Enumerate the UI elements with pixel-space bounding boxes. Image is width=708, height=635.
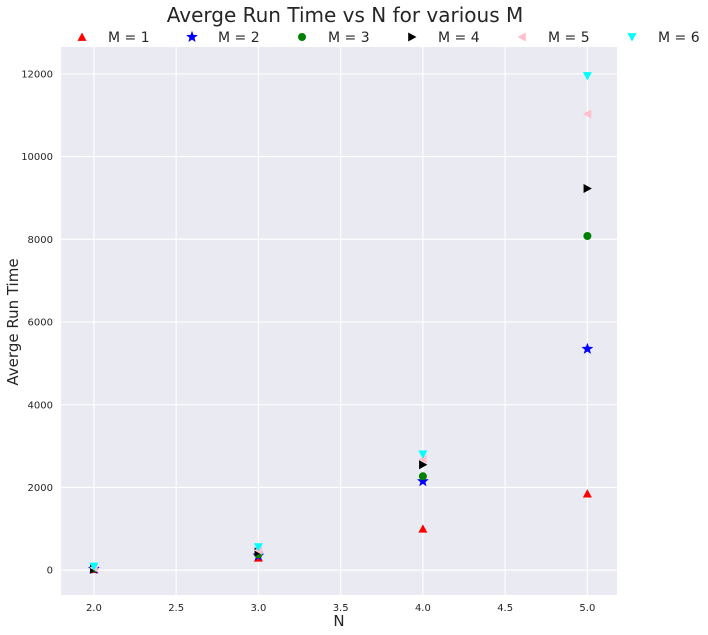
data-point (419, 460, 428, 470)
chart-title: Averge Run Time vs N for various M (167, 3, 524, 27)
x-tick-label: 3.5 (333, 603, 349, 614)
data-point (89, 562, 99, 571)
legend-item-m-4: M = 4 (408, 30, 480, 46)
y-tick-label: 12000 (21, 69, 53, 80)
legend-item-m-3: M = 3 (298, 30, 370, 46)
legend-marker (517, 32, 526, 42)
data-point (418, 454, 427, 464)
y-tick-label: 4000 (28, 400, 53, 411)
legend-marker (627, 33, 637, 42)
data-points (88, 72, 594, 574)
legend-label: M = 6 (658, 30, 700, 46)
y-tick-label: 8000 (28, 235, 53, 246)
legend-item-m-6: M = 6 (627, 30, 700, 46)
data-point (418, 450, 428, 459)
data-point (581, 342, 594, 354)
legend-item-m-5: M = 5 (517, 30, 590, 46)
legend-marker (408, 32, 417, 42)
x-tick-label: 5.0 (579, 603, 595, 614)
x-tick-label: 2.0 (86, 603, 102, 614)
data-point (583, 232, 592, 241)
y-tick-label: 6000 (28, 318, 53, 329)
y-axis-label: Averge Run Time (4, 258, 22, 385)
data-point (418, 472, 427, 481)
x-tick-label: 2.5 (168, 603, 184, 614)
data-point (582, 109, 592, 119)
x-tick-label: 4.0 (415, 603, 431, 614)
x-axis-label: N (333, 612, 344, 630)
legend-label: M = 3 (328, 30, 370, 46)
legend-item-m-1: M = 1 (77, 30, 150, 46)
x-tick-label: 3.0 (250, 603, 266, 614)
legend-label: M = 1 (108, 30, 150, 46)
grid-lines (61, 47, 617, 595)
legend-marker (77, 32, 87, 41)
legend-label: M = 2 (218, 30, 260, 46)
y-tick-label: 0 (47, 566, 53, 577)
legend-marker (186, 30, 198, 42)
y-tick-label: 10000 (21, 152, 53, 163)
plot-background (61, 47, 617, 595)
data-point (582, 72, 592, 81)
x-tick-label: 4.5 (497, 603, 513, 614)
data-point (418, 524, 428, 533)
legend: M = 1 M = 2 M = 3 M = 4 M = 5 M = 6 (77, 30, 700, 46)
data-point (417, 475, 429, 487)
legend-marker (298, 33, 306, 41)
legend-label: M = 5 (548, 30, 590, 46)
legend-item-m-2: M = 2 (186, 30, 260, 46)
series-m-6 (89, 72, 592, 571)
data-point (582, 489, 592, 498)
legend-label: M = 4 (438, 30, 480, 46)
data-point (583, 183, 592, 193)
tick-labels: 2.0 2.5 3.0 3.5 4.0 4.5 5.0 0 2000 4000 6000 8000 10… (21, 69, 595, 614)
data-point (253, 543, 263, 552)
y-tick-label: 2000 (28, 483, 53, 494)
